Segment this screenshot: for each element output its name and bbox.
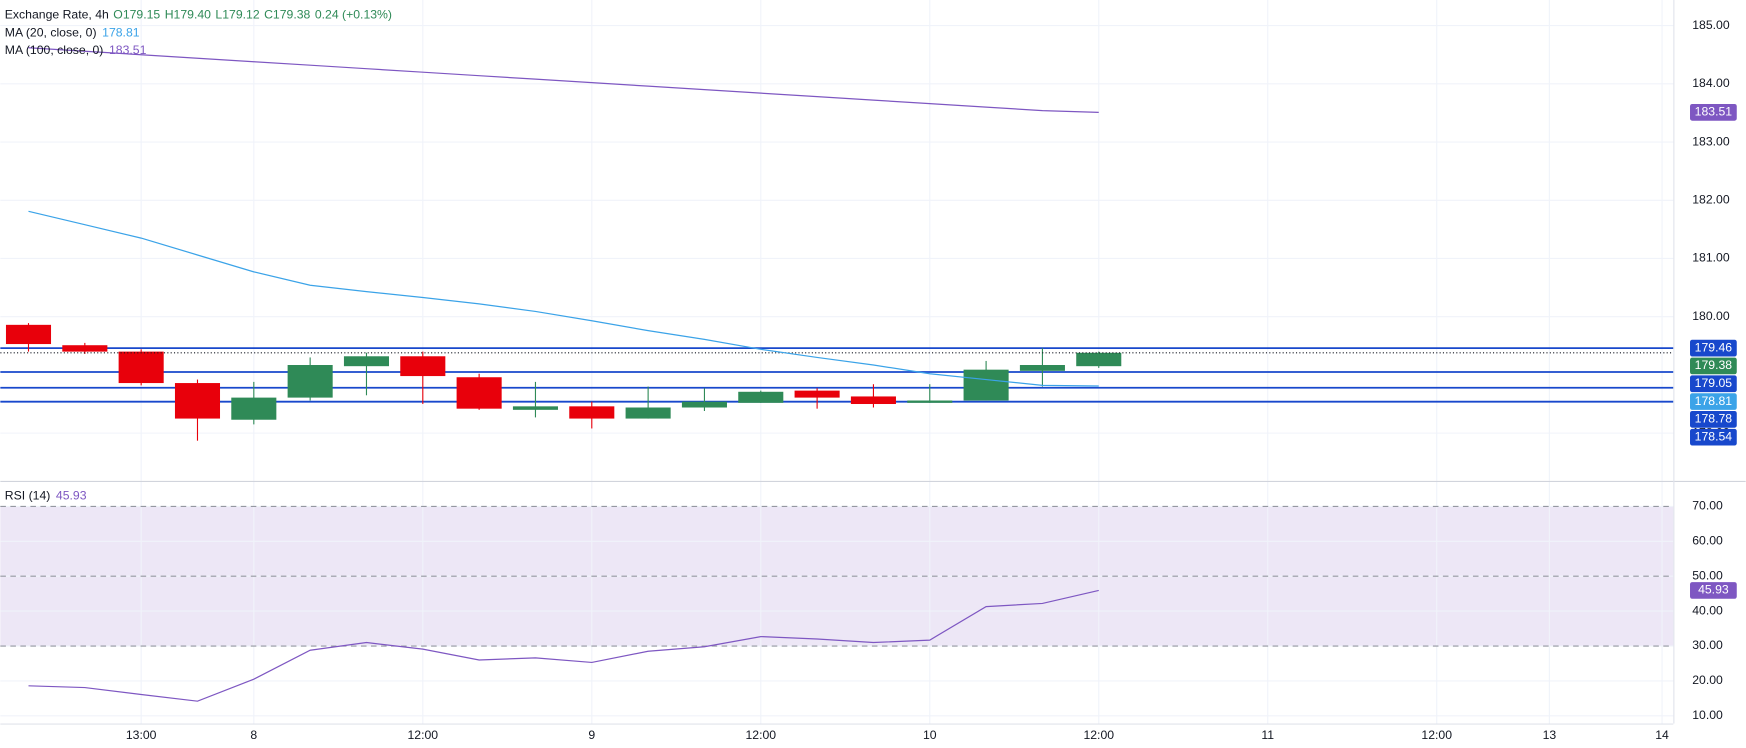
price-badge-label: 183.51 xyxy=(1695,105,1733,119)
y-tick-label: 20.00 xyxy=(1692,673,1723,687)
ma-line xyxy=(28,210,1099,387)
y-tick-label: 60.00 xyxy=(1692,534,1723,548)
candle-body xyxy=(681,401,727,408)
candle-body xyxy=(625,407,671,419)
y-tick-label: 182.00 xyxy=(1692,192,1730,206)
candle-body xyxy=(1019,365,1065,371)
y-tick-label: 181.00 xyxy=(1692,251,1730,265)
x-tick-label: 12:00 xyxy=(407,728,438,742)
rsi-badge xyxy=(1690,582,1737,599)
legend-title: Exchange Rate, 4h xyxy=(5,8,109,22)
candle-body xyxy=(287,365,333,398)
rsi-line xyxy=(28,589,1099,702)
legend-value: 178.81 xyxy=(102,26,140,40)
candle-body xyxy=(5,324,52,345)
legend-name: MA (100, close, 0) xyxy=(5,43,104,57)
y-tick-label: 50.00 xyxy=(1692,568,1723,582)
x-tick-label: 13 xyxy=(1543,728,1557,742)
candle-body xyxy=(400,356,446,377)
candle-body xyxy=(118,351,164,384)
candle-body xyxy=(1076,352,1122,367)
price-badge-label: 178.81 xyxy=(1695,394,1733,408)
x-tick-label: 11 xyxy=(1261,728,1274,742)
candle-body xyxy=(907,400,953,403)
price-badge-label: 179.05 xyxy=(1695,376,1733,390)
candle-body xyxy=(343,356,390,367)
legend-change: 0.24 (+0.13%) xyxy=(315,8,392,22)
price-badge xyxy=(1690,375,1737,393)
legend-low: L179.12 xyxy=(215,8,259,22)
x-tick-label: 10 xyxy=(923,728,937,742)
ma-line xyxy=(28,47,1099,113)
marks-layer xyxy=(0,47,1674,702)
candle-body xyxy=(569,406,615,419)
price-badge-label: 178.54 xyxy=(1695,429,1733,443)
x-tick-label: 8 xyxy=(250,728,257,742)
y-tick-label: 180.00 xyxy=(1692,309,1730,323)
candle-body xyxy=(231,397,277,420)
grid-layer xyxy=(0,0,1674,724)
legend-entry: MA (100, close, 0) 183.51 xyxy=(5,43,147,57)
price-badge xyxy=(1690,428,1737,446)
y-tick-label: 183.00 xyxy=(1692,134,1730,148)
x-tick-label: 9 xyxy=(588,728,595,742)
rsi-title: RSI (14) xyxy=(5,489,51,503)
rsi-value: 45.93 xyxy=(56,489,87,503)
price-badge xyxy=(1690,411,1737,428)
candle-body xyxy=(794,390,840,398)
candle-body xyxy=(512,406,558,410)
candle-body xyxy=(963,369,1009,401)
price-badge xyxy=(1690,357,1737,375)
x-tick-label: 13:00 xyxy=(126,728,157,742)
x-tick-label: 12:00 xyxy=(1421,728,1452,742)
x-tick-label: 12:00 xyxy=(1083,728,1114,742)
legend-entry: MA (20, close, 0) 178.81 xyxy=(5,26,140,40)
y-tick-label: 30.00 xyxy=(1692,638,1723,652)
price-badge xyxy=(1690,339,1737,357)
price-badge xyxy=(1690,393,1737,410)
legend-header: Exchange Rate, 4h O179.15 H179.40 L179.12 C1… xyxy=(5,8,392,22)
price-badge xyxy=(1690,104,1737,121)
legend-high: H179.40 xyxy=(165,8,211,22)
candle-body xyxy=(62,345,108,352)
rsi-badge-label: 45.93 xyxy=(1698,583,1729,597)
candle-body xyxy=(738,391,784,403)
legend-value: 183.51 xyxy=(109,43,147,57)
price-badge-label: 178.78 xyxy=(1695,412,1733,426)
y-tick-label: 184.00 xyxy=(1692,76,1730,90)
legend-close: C179.38 xyxy=(264,8,310,22)
rsi-legend: RSI (14) 45.93 xyxy=(5,489,87,503)
x-tick-label: 12:00 xyxy=(745,728,776,742)
legend-name: MA (20, close, 0) xyxy=(5,26,97,40)
candle-body xyxy=(174,383,221,419)
y-tick-label: 70.00 xyxy=(1692,499,1723,513)
y-tick-label: 185.00 xyxy=(1692,18,1730,32)
price-badge-label: 179.38 xyxy=(1695,358,1733,372)
x-tick-label: 14 xyxy=(1655,728,1669,742)
y-tick-label: 40.00 xyxy=(1692,603,1723,617)
price-badge-label: 179.46 xyxy=(1695,340,1733,354)
candle-body xyxy=(850,396,896,405)
candle-body xyxy=(456,377,502,409)
y-tick-label: 10.00 xyxy=(1692,708,1723,722)
legend-open: O179.15 xyxy=(113,8,160,22)
overlay-layer: 13:00812:00912:001012:001112:001314178.0… xyxy=(5,8,1737,742)
